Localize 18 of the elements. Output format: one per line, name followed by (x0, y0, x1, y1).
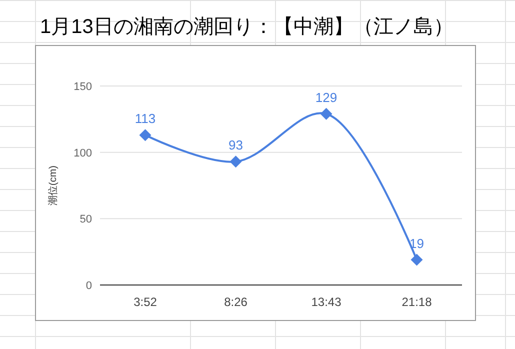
y-tick-label: 150 (74, 81, 92, 93)
y-tick-label: 100 (74, 147, 92, 160)
point (320, 108, 332, 120)
y-axis-title: 潮位(cm) (47, 166, 59, 206)
point (410, 254, 423, 266)
chart-title: 1月13日の湘南の潮回り：【中潮】（江ノ島） (40, 16, 454, 38)
y-tick-label: 50 (80, 214, 92, 226)
x-tick-label: 13:43 (311, 295, 342, 309)
data-label: 129 (315, 90, 338, 105)
data-label: 113 (134, 111, 156, 126)
y-tick-label: 0 (86, 280, 92, 292)
x-tick-label: 3:52 (134, 295, 158, 309)
x-tick-label: 8:26 (224, 295, 248, 309)
point (230, 156, 242, 168)
point (139, 129, 152, 142)
x-tick-label: 21:18 (402, 295, 432, 309)
data-label: 93 (228, 138, 243, 153)
data-label: 19 (410, 236, 424, 251)
